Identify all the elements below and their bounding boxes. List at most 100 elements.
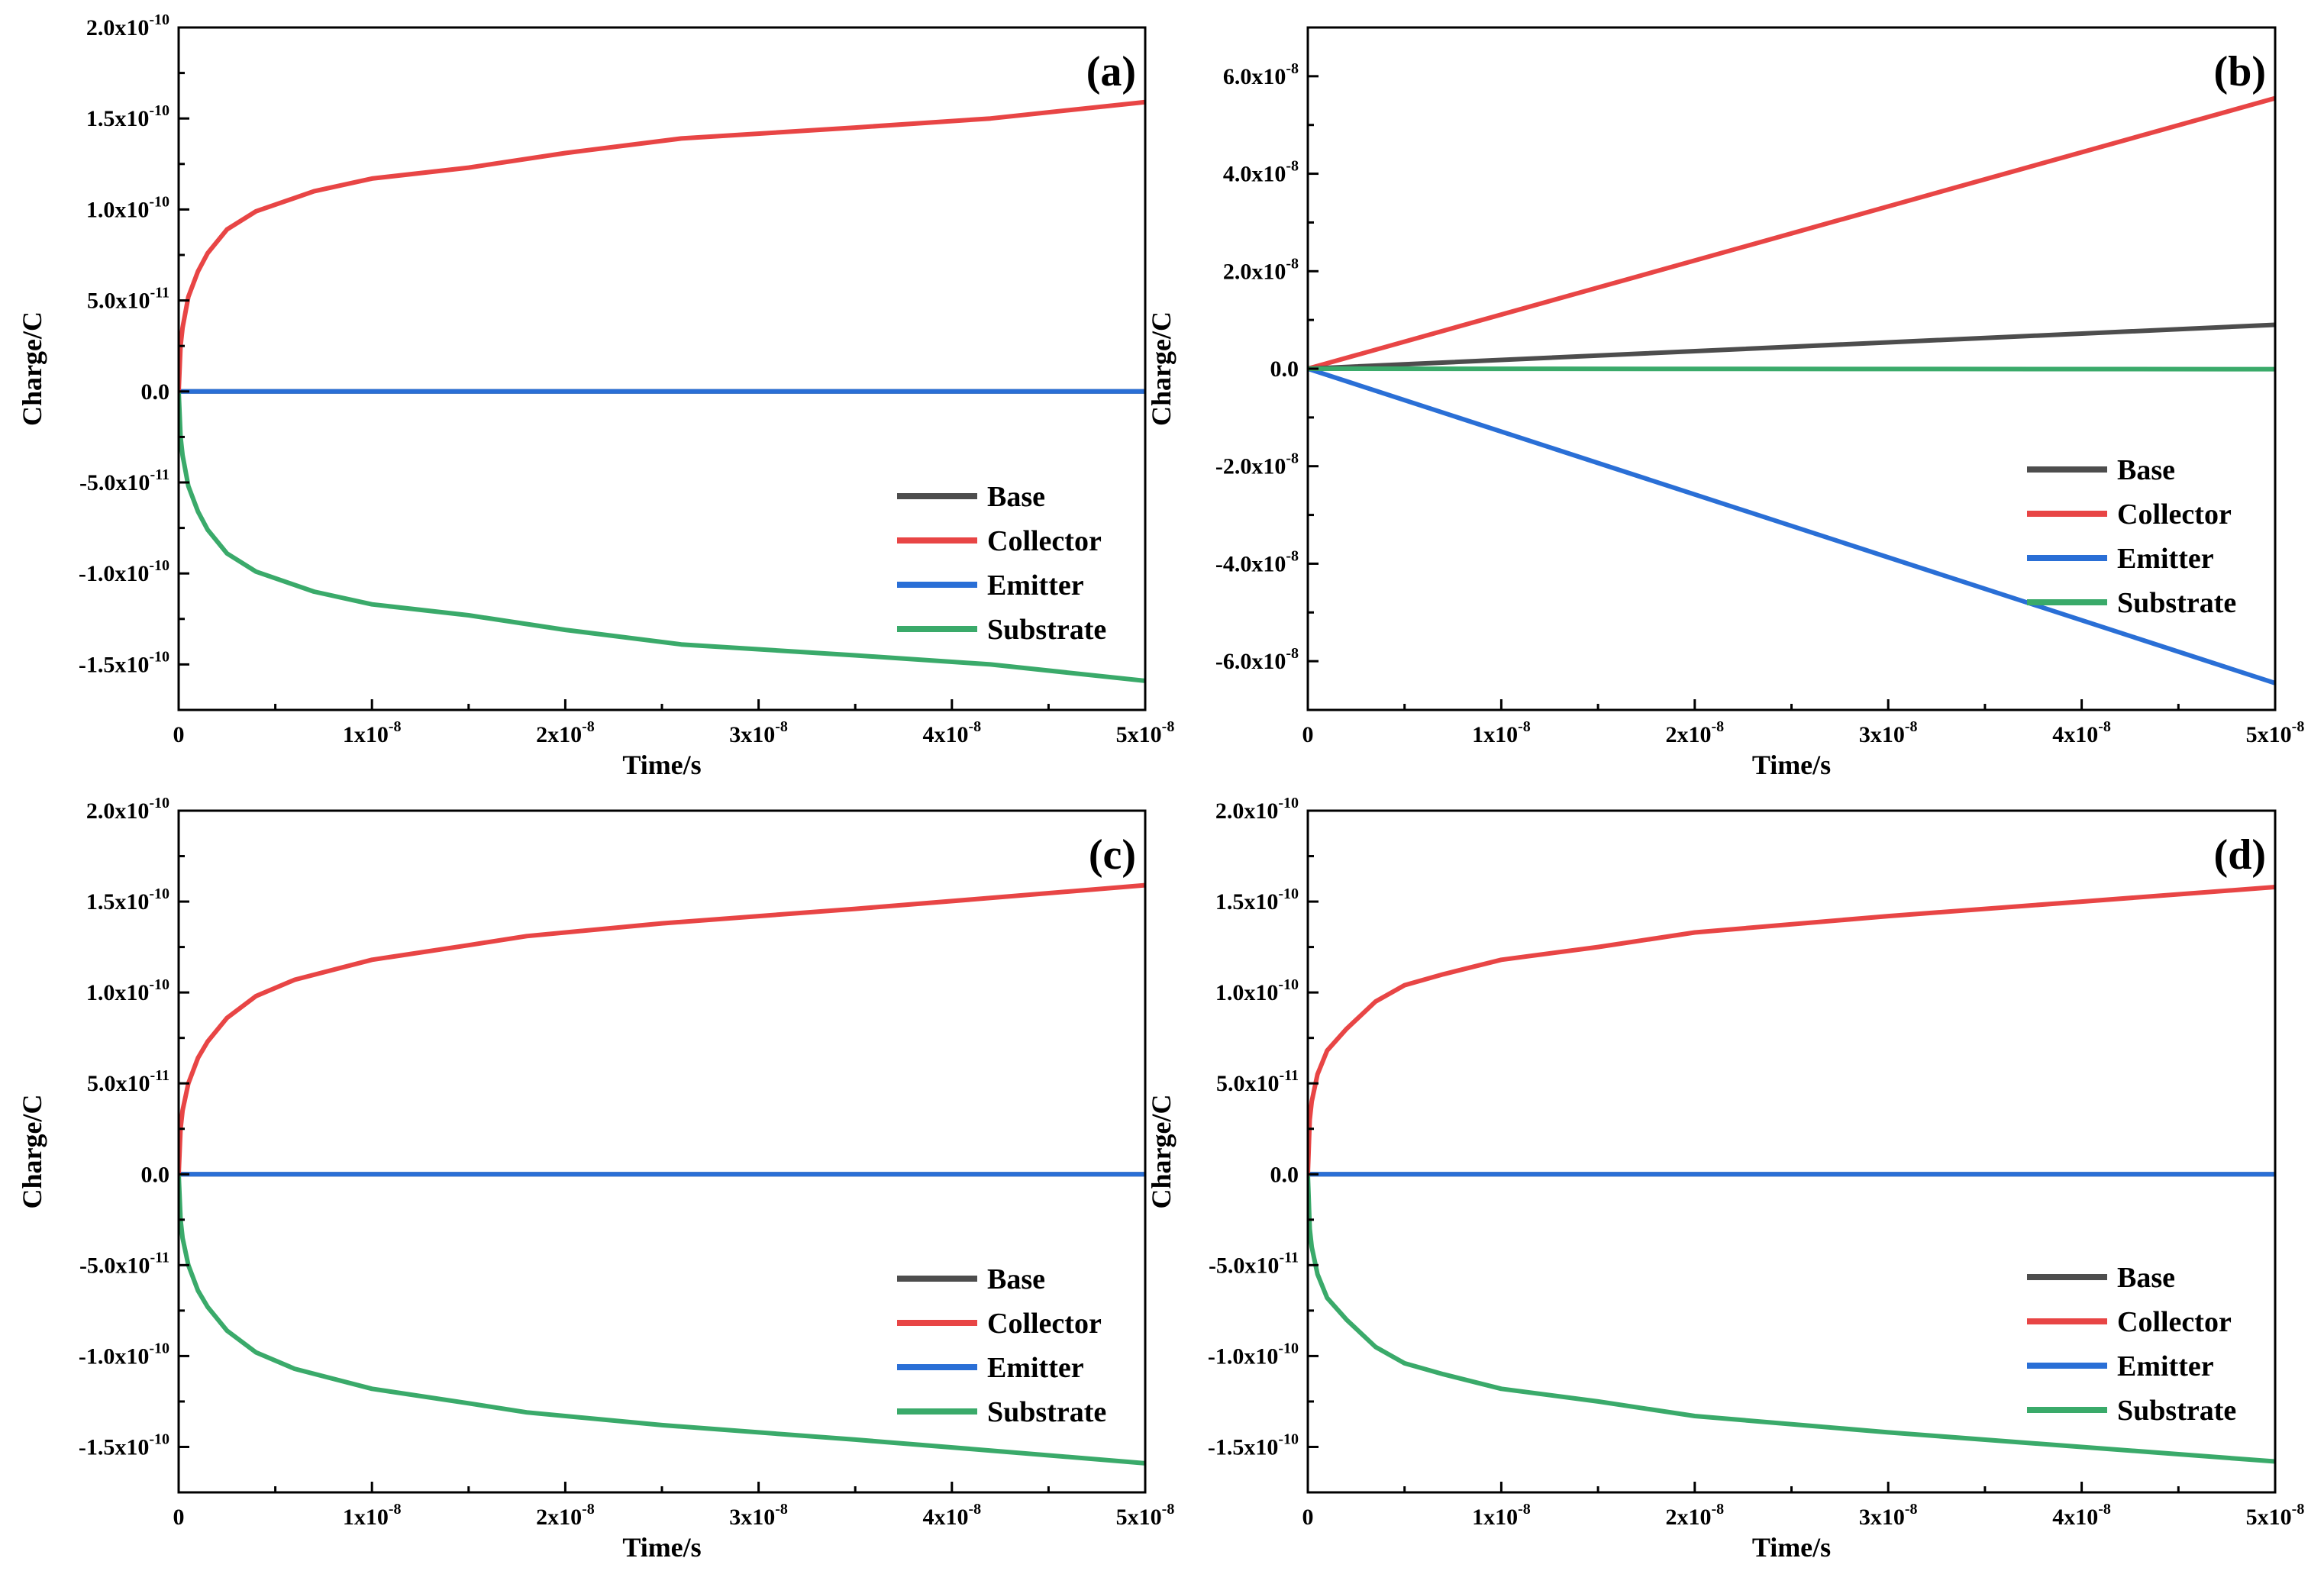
legend: Base Collector Emitter Substrate [2027, 1262, 2236, 1427]
legend-label-emitter: Emitter [2117, 543, 2214, 575]
legend-label-substrate: Substrate [2117, 587, 2236, 619]
series-line-emitter [1308, 366, 2275, 685]
series-line-collector [1308, 885, 2275, 1177]
y-tick-label: -5.0x10-11 [79, 466, 169, 495]
series-line-base [1308, 322, 2275, 371]
series-line-substrate [1308, 1172, 2275, 1464]
x-tick-label: 3x10-8 [1859, 718, 1918, 747]
y-tick-label: -5.0x10-11 [79, 1249, 169, 1278]
legend-label-collector: Collector [987, 1308, 1102, 1340]
legend-label-substrate: Substrate [987, 1396, 1106, 1428]
y-tick-label: 1.5x10-10 [86, 886, 169, 915]
panel-label: (a) [1086, 48, 1136, 95]
x-tick-label: 5x10-8 [2246, 718, 2305, 747]
y-tick-label: -1.0x10-10 [79, 1340, 169, 1369]
y-tick-label: -5.0x10-11 [1209, 1249, 1299, 1278]
x-axis-title: Time/s [622, 1532, 701, 1563]
x-axis-title: Time/s [1752, 750, 1831, 780]
legend-label-collector: Collector [2117, 1306, 2232, 1338]
legend-label-base: Base [987, 481, 1045, 513]
y-axis-title: Charge/C [1146, 1095, 1177, 1209]
x-tick-label: 2x10-8 [536, 718, 595, 747]
y-tick-label: 6.0x10-8 [1223, 60, 1299, 89]
y-tick-label: 2.0x10-10 [86, 795, 169, 824]
y-tick-label: 1.0x10-10 [86, 976, 169, 1005]
legend-label-collector: Collector [2117, 498, 2232, 531]
x-tick-label: 1x10-8 [1472, 718, 1531, 747]
x-tick-label: 2x10-8 [1665, 1501, 1724, 1530]
panel-d: 0 1x10-8 2x10-8 3x10-8 4x10-8 5x10-8 2.0x10-10… [1146, 795, 2304, 1563]
y-tick-label: -4.0x10-8 [1215, 547, 1299, 576]
x-tick-label: 3x10-8 [1859, 1501, 1918, 1530]
y-tick-label: 2.0x10-10 [1215, 795, 1299, 824]
y-tick-label: 5.0x10-11 [1216, 1067, 1299, 1096]
axes-frame [177, 26, 1147, 711]
y-tick-label: 5.0x10-11 [87, 1067, 169, 1096]
x-tick-label: 1x10-8 [343, 718, 402, 747]
legend: Base Collector Emitter Substrate [897, 481, 1106, 646]
y-tick-label: -1.0x10-10 [79, 557, 169, 586]
y-tick-label: 2.0x10-10 [86, 11, 169, 40]
panel-a: 0 1x10-8 2x10-8 3x10-8 4x10-8 5x10-8 2.0x10-10… [17, 11, 1174, 780]
series-line-substrate [179, 1172, 1145, 1466]
x-axis-title: Time/s [1752, 1532, 1831, 1563]
x-tick-label: 5x10-8 [1116, 1501, 1175, 1530]
x-tick-label: 2x10-8 [1665, 718, 1724, 747]
y-tick-label: 4.0x10-8 [1223, 158, 1299, 187]
x-tick-label: 0 [1302, 722, 1314, 747]
axes-frame [177, 809, 1147, 1494]
y-tick-label: -1.5x10-10 [79, 1431, 169, 1460]
legend: Base Collector Emitter Substrate [897, 1263, 1106, 1428]
legend-label-base: Base [2117, 454, 2175, 486]
series-line-collector [1308, 95, 2275, 371]
x-tick-label: 5x10-8 [1116, 718, 1175, 747]
x-tick-label: 0 [1302, 1505, 1314, 1530]
x-tick-label: 0 [173, 722, 185, 747]
panel-label: (c) [1089, 831, 1136, 879]
y-axis-title: Charge/C [1146, 311, 1177, 426]
x-tick-label: 3x10-8 [729, 718, 788, 747]
y-tick-label: 1.5x10-10 [86, 102, 169, 131]
y-tick-label: -2.0x10-8 [1215, 450, 1299, 479]
panel-b: 0 1x10-8 2x10-8 3x10-8 4x10-8 5x10-8 6.0x10-8 4… [1146, 26, 2305, 780]
x-tick-label: 0 [173, 1505, 185, 1530]
legend-label-emitter: Emitter [2117, 1350, 2214, 1382]
y-tick-label: -1.0x10-10 [1208, 1340, 1299, 1369]
legend-label-emitter: Emitter [987, 1352, 1084, 1384]
y-tick-label: 5.0x10-11 [87, 285, 169, 314]
y-tick-label: -6.0x10-8 [1215, 645, 1299, 674]
x-tick-label: 4x10-8 [922, 1501, 981, 1530]
y-tick-label: 0.0 [141, 379, 170, 405]
x-tick-label: 1x10-8 [343, 1501, 402, 1530]
x-tick-label: 4x10-8 [2052, 1501, 2111, 1530]
y-axis-title: Charge/C [17, 1095, 47, 1209]
legend-label-collector: Collector [987, 525, 1102, 557]
x-tick-label: 2x10-8 [536, 1501, 595, 1530]
x-tick-label: 4x10-8 [2052, 718, 2111, 747]
x-tick-label: 5x10-8 [2246, 1501, 2305, 1530]
y-tick-label: 2.0x10-8 [1223, 255, 1299, 284]
panel-c: 0 1x10-8 2x10-8 3x10-8 4x10-8 5x10-8 2.0x10-10… [17, 795, 1174, 1563]
y-tick-label: 1.0x10-10 [86, 193, 169, 222]
legend-label-emitter: Emitter [987, 569, 1084, 602]
y-tick-label: -1.5x10-10 [79, 648, 169, 677]
legend-label-base: Base [2117, 1262, 2175, 1294]
y-tick-label: -1.5x10-10 [1208, 1431, 1299, 1460]
legend: Base Collector Emitter Substrate [2027, 454, 2236, 619]
axes-frame [1306, 809, 2277, 1494]
x-tick-label: 4x10-8 [922, 718, 981, 747]
x-tick-label: 1x10-8 [1472, 1501, 1531, 1530]
legend-label-substrate: Substrate [987, 614, 1106, 646]
panel-label: (b) [2214, 48, 2266, 95]
y-tick-label: 0.0 [141, 1162, 170, 1187]
panel-label: (d) [2214, 831, 2266, 879]
series-line-substrate [179, 389, 1145, 683]
x-axis-title: Time/s [622, 750, 701, 780]
y-tick-label: 0.0 [1270, 1162, 1299, 1187]
series-line-collector [179, 882, 1145, 1177]
y-tick-label: 1.0x10-10 [1215, 976, 1299, 1005]
x-tick-label: 3x10-8 [729, 1501, 788, 1530]
y-tick-label: 1.5x10-10 [1215, 886, 1299, 915]
legend-label-base: Base [987, 1263, 1045, 1295]
